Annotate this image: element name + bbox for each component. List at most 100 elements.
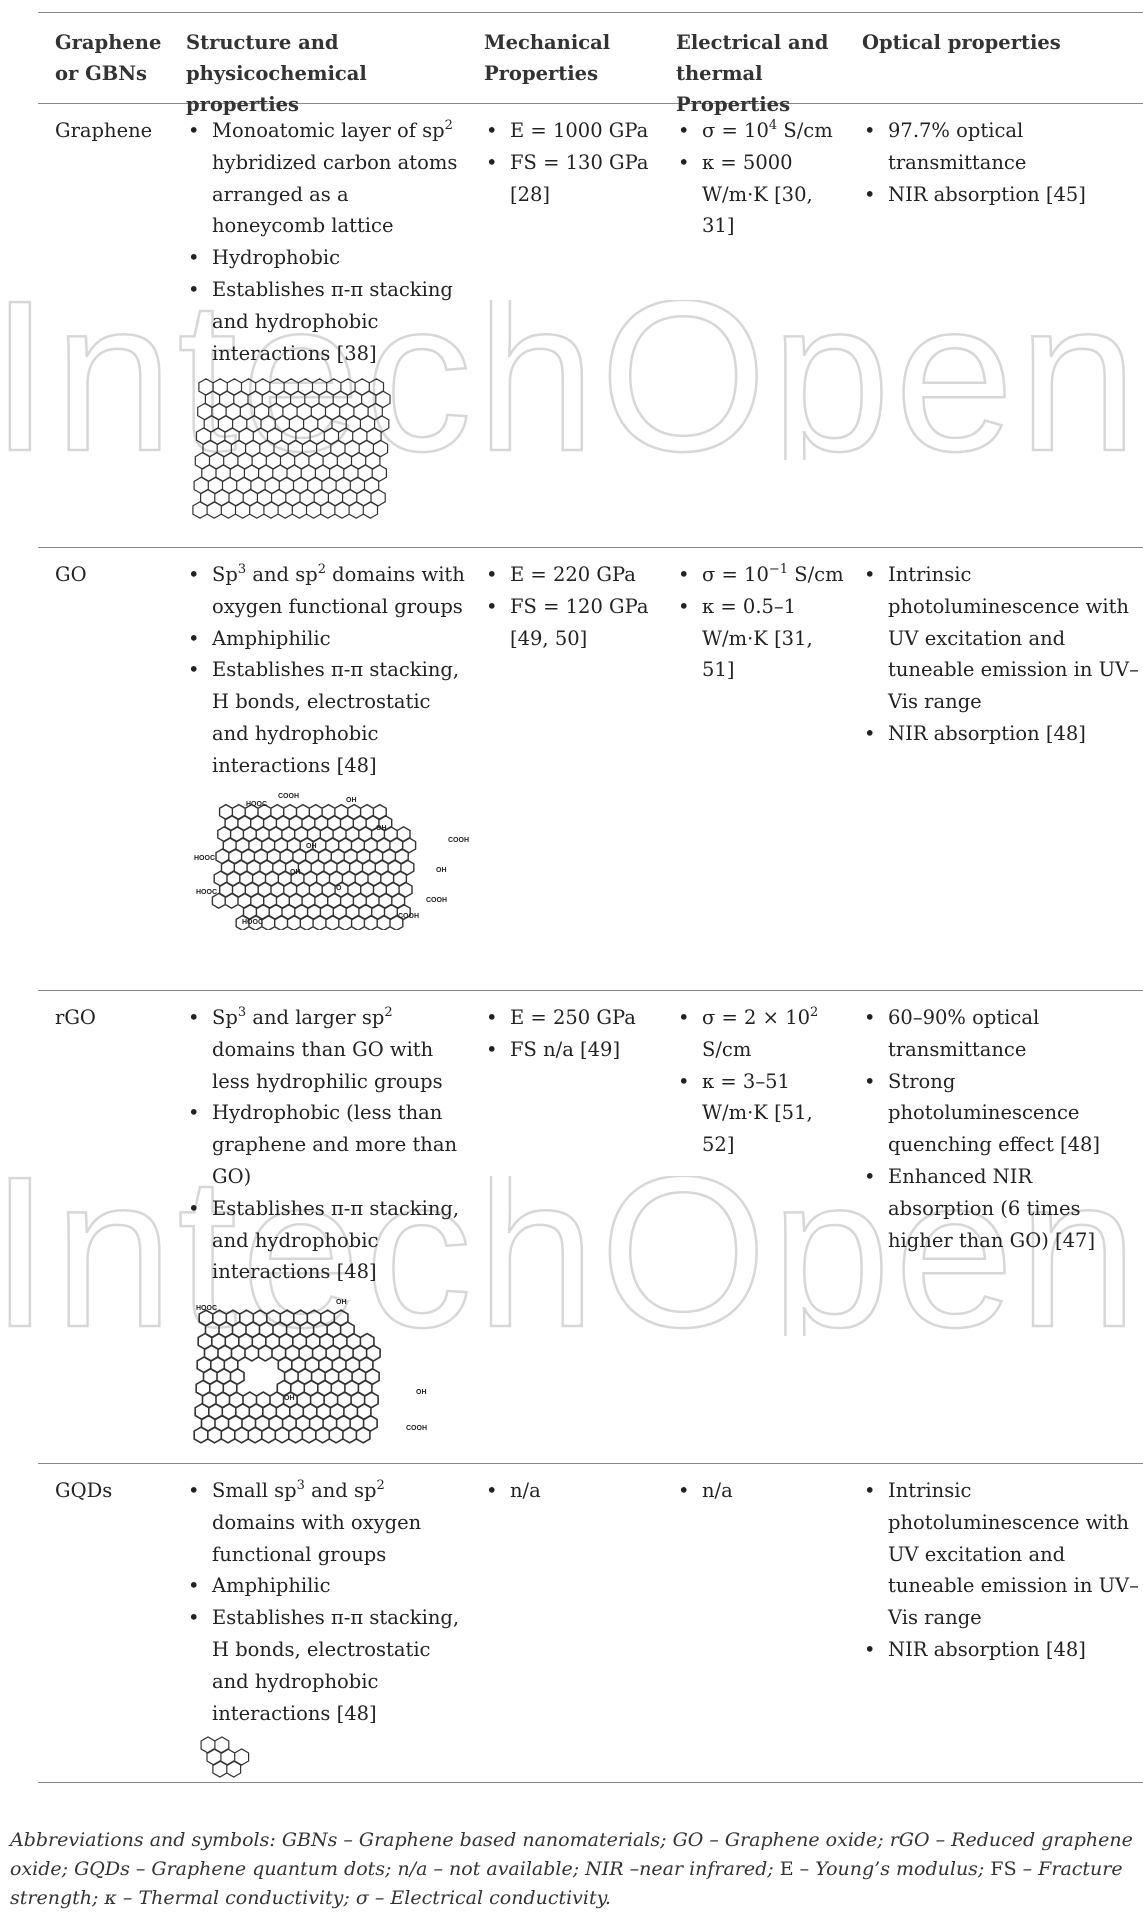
cell-optical: Intrinsic photoluminescence with UV exci… <box>845 1464 1143 1782</box>
cell-optical: Intrinsic photoluminescence with UV exci… <box>845 548 1143 990</box>
cell-optical: 97.7% optical transmittance NIR absorpti… <box>845 104 1143 547</box>
header-rule <box>38 103 1143 104</box>
list-item: Intrinsic photoluminescence with UV exci… <box>862 559 1143 718</box>
list-item: NIR absorption [48] <box>862 1634 1143 1666</box>
list-item: Establishes π-π stacking, H bonds, elect… <box>186 1602 467 1729</box>
list-item: Establishes π-π stacking, H bonds, elect… <box>186 654 467 781</box>
functional-group-label: O <box>336 885 342 892</box>
functional-group-label: COOH <box>278 793 299 800</box>
graphene-structure-image <box>192 378 391 520</box>
go-structure-image: COOH HOOC OH COOH HOOC OH HOOC COOH COOH HOOC OH OH… <box>194 793 469 930</box>
list-item: Strong photoluminescence quenching effec… <box>862 1066 1143 1161</box>
caption-line: strength; κ – Thermal conductivity; σ – … <box>10 1887 611 1909</box>
row-rule <box>38 1463 1143 1464</box>
properties-table: Graphene or GBNs Structure and physicoch… <box>38 12 1143 1783</box>
cell-mechanical: E = 250 GPa FS n/a [49] <box>467 991 659 1463</box>
list-item: FS n/a [49] <box>484 1034 659 1066</box>
honeycomb-lattice <box>193 1309 381 1444</box>
functional-group-label: OH <box>306 843 317 850</box>
cell-material: Graphene <box>55 119 153 142</box>
cell-mechanical: n/a <box>467 1464 659 1782</box>
caption-line: Abbreviations and symbols: GBNs – Graphe… <box>10 1829 1133 1851</box>
gqd-structure-image <box>200 1736 250 1779</box>
list-item: Sp3 and sp2 domains with oxygen function… <box>186 559 467 623</box>
list-item: Amphiphilic <box>186 1570 467 1602</box>
cell-mechanical: E = 1000 GPa FS = 130 GPa [28] <box>467 104 659 547</box>
list-item: E = 250 GPa <box>484 1002 659 1034</box>
header-electrical: Electrical and thermal Properties <box>676 31 829 116</box>
cell-material: rGO <box>55 1006 96 1029</box>
honeycomb-lattice <box>200 1736 250 1779</box>
table-bottom-rule <box>38 1782 1143 1783</box>
list-item: n/a <box>676 1475 845 1507</box>
list-item: κ = 0.5–1 W/m·K [31, 51] <box>676 591 845 686</box>
cell-electrical: σ = 104 S/cm κ = 5000 W/m·K [30, 31] <box>659 104 845 547</box>
table-row-go: GO Sp3 and sp2 domains with oxygen funct… <box>38 548 1143 990</box>
cell-structure: Monoatomic layer of sp2 hybridized carbo… <box>169 104 467 547</box>
cell-mechanical: E = 220 GPa FS = 120 GPa [49, 50] <box>467 548 659 990</box>
functional-group-label: COOH <box>406 1425 427 1432</box>
functional-group-label: HOOC <box>194 855 215 862</box>
functional-group-label: OH <box>346 797 357 804</box>
list-item: Hydrophobic <box>186 242 467 274</box>
list-item: Hydrophobic (less than graphene and more… <box>186 1097 467 1192</box>
functional-group-label: HOOC <box>242 919 263 926</box>
list-item: Enhanced NIR absorption (6 times higher … <box>862 1161 1143 1256</box>
list-item: κ = 5000 W/m·K [30, 31] <box>676 147 845 242</box>
list-item: σ = 2 × 102 S/cm <box>676 1002 845 1066</box>
list-item: Establishes π-π stacking and hydrophobic… <box>186 274 467 369</box>
list-item: Monoatomic layer of sp2 hybridized carbo… <box>186 115 467 242</box>
list-item: E = 220 GPa <box>484 559 659 591</box>
list-item: n/a <box>484 1475 659 1507</box>
functional-group-label: OH <box>436 867 447 874</box>
honeycomb-lattice <box>192 378 391 520</box>
list-item: NIR absorption [45] <box>862 179 1143 211</box>
list-item: σ = 10−1 S/cm <box>676 559 845 591</box>
cell-electrical: σ = 2 × 102 S/cm κ = 3–51 W/m·K [51, 52] <box>659 991 845 1463</box>
cell-structure: Sp3 and larger sp2 domains than GO with … <box>169 991 467 1463</box>
row-rule <box>38 990 1143 991</box>
functional-group-label: OH <box>290 869 301 876</box>
table-row-rgo: rGO Sp3 and larger sp2 domains than GO w… <box>38 991 1143 1463</box>
cell-material: GO <box>55 563 87 586</box>
list-item: Sp3 and larger sp2 domains than GO with … <box>186 1002 467 1097</box>
functional-group-label: HOOC <box>196 889 217 896</box>
list-item: κ = 3–51 W/m·K [51, 52] <box>676 1066 845 1161</box>
list-item: 97.7% optical transmittance <box>862 115 1143 179</box>
functional-group-label: COOH <box>426 897 447 904</box>
functional-group-label: COOH <box>448 837 469 844</box>
table-top-rule <box>38 12 1143 13</box>
list-item: Small sp3 and sp2 domains with oxygen fu… <box>186 1475 467 1570</box>
table-row-gqds: GQDs Small sp3 and sp2 domains with oxyg… <box>38 1464 1143 1782</box>
list-item: E = 1000 GPa <box>484 115 659 147</box>
functional-group-label: HOOC <box>196 1305 217 1312</box>
functional-group-label: OH <box>336 1299 347 1306</box>
list-item: NIR absorption [48] <box>862 718 1143 750</box>
functional-group-label: OH <box>284 1395 295 1402</box>
functional-group-label: OH <box>376 825 387 832</box>
header-material: Graphene or GBNs <box>55 31 162 85</box>
caption-line: oxide; GQDs – Graphene quantum dots; n/a… <box>10 1858 1123 1880</box>
header-optical: Optical properties <box>862 31 1061 54</box>
header-mechanical: Mechanical Properties <box>484 31 611 85</box>
list-item: FS = 130 GPa [28] <box>484 147 659 211</box>
cell-structure: Sp3 and sp2 domains with oxygen function… <box>169 548 469 990</box>
list-item: Intrinsic photoluminescence with UV exci… <box>862 1475 1143 1634</box>
list-item: FS = 120 GPa [49, 50] <box>484 591 659 655</box>
table-caption: Abbreviations and symbols: GBNs – Graphe… <box>10 1826 1143 1913</box>
list-item: σ = 104 S/cm <box>676 115 845 147</box>
cell-material: GQDs <box>55 1479 113 1502</box>
list-item: Amphiphilic <box>186 623 467 655</box>
table-header-row: Graphene or GBNs Structure and physicoch… <box>38 13 1143 116</box>
list-item: 60–90% optical transmittance <box>862 1002 1143 1066</box>
header-structure: Structure and physicochemical properties <box>186 31 367 116</box>
table-row-graphene: Graphene Monoatomic layer of sp2 hybridi… <box>38 104 1143 547</box>
cell-electrical: n/a <box>659 1464 845 1782</box>
honeycomb-lattice <box>211 803 417 930</box>
rgo-structure-image: HOOC OH OH COOH OH <box>193 1299 427 1444</box>
list-item: Establishes π-π stacking, and hydrophobi… <box>186 1193 467 1288</box>
cell-structure: Small sp3 and sp2 domains with oxygen fu… <box>169 1464 467 1782</box>
functional-group-label: OH <box>416 1389 427 1396</box>
functional-group-label: COOH <box>398 913 419 920</box>
